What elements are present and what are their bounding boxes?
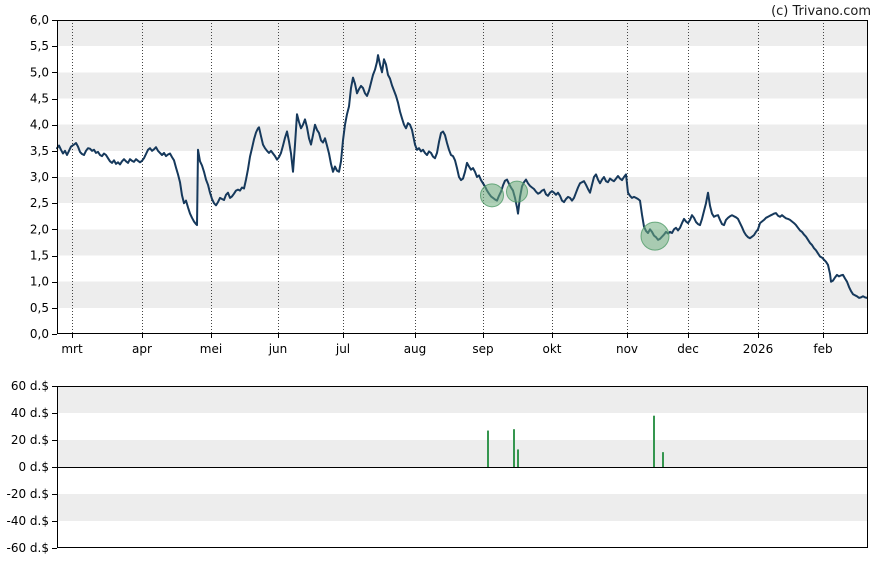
insider-volume-plot: 60 d.$ 40 d.$ 20 d.$ 0 d.$ -20 d.$ -40 d.$ -60…: [7, 379, 868, 555]
stripe-band: [57, 281, 868, 308]
y-tick-label: 20 d.$: [11, 433, 49, 447]
y-tick-label: 5,0: [30, 65, 49, 79]
y-tick-label: 5,5: [30, 39, 49, 53]
stripe-band: [57, 20, 868, 47]
insider-trade-bar: [487, 430, 489, 467]
y-tick-label: 60 d.$: [11, 379, 49, 393]
stripe-band: [57, 229, 868, 256]
y-tick-label: 6,0: [30, 13, 49, 27]
stripe-band: [57, 386, 868, 413]
y-tick-label: -20 d.$: [7, 487, 49, 501]
y-tick-label: 40 d.$: [11, 406, 49, 420]
x-tick-label-jul: jul: [335, 342, 350, 356]
stripe-band: [57, 494, 868, 521]
y-tick-label: 2,5: [30, 196, 49, 210]
price-line: [56, 54, 868, 299]
x-tick-label-mrt: mrt: [61, 342, 83, 356]
x-tick-label-jun: jun: [268, 342, 288, 356]
y-tick-label: 4,5: [30, 92, 49, 106]
insider-trade-marker: [506, 180, 528, 203]
insider-trade-bar: [517, 449, 519, 467]
plot-border: [57, 20, 868, 334]
stripe-band: [57, 177, 868, 204]
x-tick-label-dec: dec: [677, 342, 699, 356]
y-tick-label: 3,5: [30, 144, 49, 158]
insider-trade-marker: [640, 221, 670, 251]
y-tick-label: 0,5: [30, 301, 49, 315]
stripe-band: [57, 440, 868, 467]
stripe-band: [57, 124, 868, 151]
y-tick-label: 1,5: [30, 249, 49, 263]
x-tick-label-sep: sep: [472, 342, 493, 356]
insider-trade-bar: [662, 452, 664, 467]
insider-trade-bar: [653, 415, 655, 467]
x-tick-label-okt: okt: [543, 342, 562, 356]
x-tick-label-mei: mei: [200, 342, 222, 356]
y-tick-label: 0 d.$: [18, 460, 49, 474]
x-tick-label-2026: 2026: [743, 342, 774, 356]
plot-border: [57, 386, 868, 548]
y-tick-label: 0,0: [30, 327, 49, 341]
copyright-label: (c) Trivano.com: [771, 4, 871, 19]
y-tick-label: -40 d.$: [7, 514, 49, 528]
insider-trade-bar: [513, 429, 515, 467]
y-tick-label: -60 d.$: [7, 541, 49, 555]
x-tick-label-aug: aug: [404, 342, 427, 356]
stripe-band: [57, 72, 868, 99]
x-tick-label-nov: nov: [616, 342, 638, 356]
y-tick-label: 2,0: [30, 222, 49, 236]
price-chart-plot: mrt apr mei jun jul aug sep okt nov dec 2026 feb 6,0…: [30, 13, 868, 356]
x-tick-label-feb: feb: [813, 342, 832, 356]
insider-trade-marker: [480, 183, 504, 208]
x-tick-label-apr: apr: [132, 342, 152, 356]
y-tick-label: 3,0: [30, 170, 49, 184]
y-tick-label: 1,0: [30, 275, 49, 289]
y-tick-label: 4,0: [30, 118, 49, 132]
